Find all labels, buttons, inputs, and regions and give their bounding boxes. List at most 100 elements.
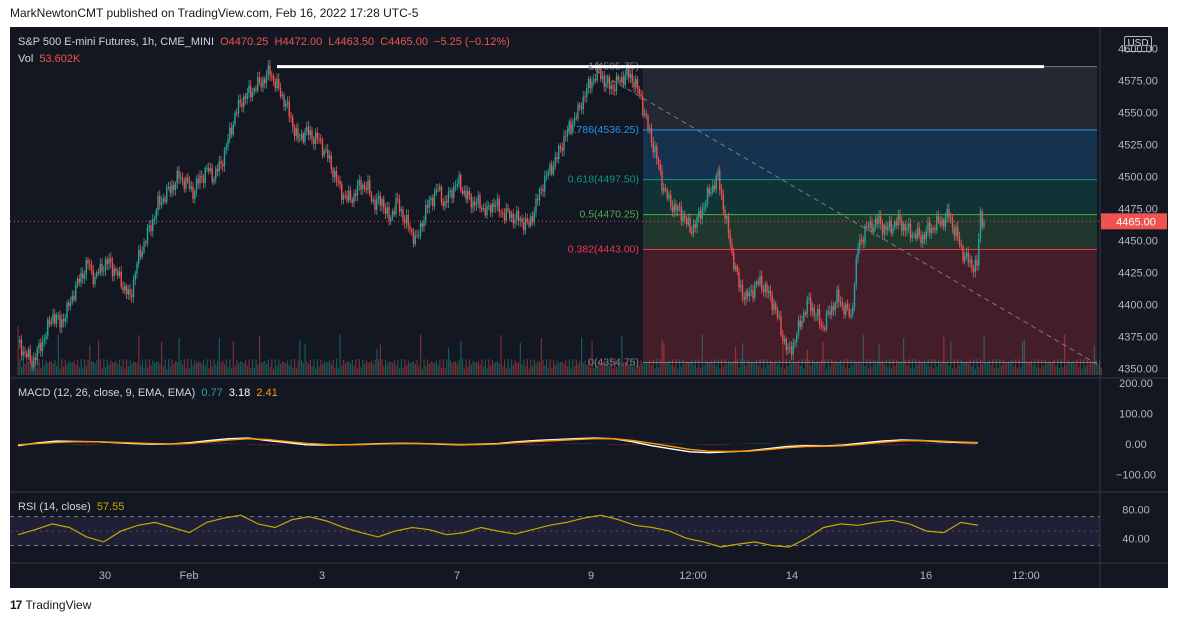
volume-bar [910, 368, 912, 375]
volume-bar [502, 365, 504, 375]
candle-body [426, 205, 429, 208]
volume-bar [624, 362, 626, 375]
rsi-label[interactable]: RSI (14, close) [18, 501, 91, 513]
candle-body [832, 305, 835, 311]
candle-body [90, 265, 93, 270]
candle-body [323, 150, 325, 156]
volume-bar [528, 368, 530, 375]
volume-bar [946, 360, 948, 375]
volume-bar [847, 359, 849, 375]
candle-body [850, 314, 852, 317]
volume-bar [581, 337, 583, 375]
volume-bar [652, 359, 654, 375]
rsi-y-tick-label: 80.00 [1122, 504, 1150, 516]
candle-body [951, 217, 954, 228]
volume-bar [1072, 360, 1074, 375]
candle-body [848, 308, 850, 317]
candle-body [220, 161, 222, 164]
volume-bar [301, 360, 303, 375]
tradingview-logo-icon[interactable]: 17 [10, 598, 22, 612]
candle-body [734, 266, 737, 270]
candle-body [587, 78, 590, 88]
candle-body [411, 229, 413, 232]
volume-bar [708, 361, 710, 375]
candle-body [741, 285, 744, 298]
candle-body [209, 168, 212, 172]
volume-bar [1083, 359, 1085, 375]
candle-body [297, 128, 299, 139]
volume-bar [925, 364, 927, 375]
volume-bar [491, 360, 493, 375]
volume-bar [549, 359, 551, 375]
candle-body [134, 273, 136, 281]
volume-bar [687, 361, 689, 375]
volume-bar [560, 361, 562, 375]
footer-brand[interactable]: TradingView [25, 598, 92, 612]
currency-badge[interactable]: USD [1124, 36, 1152, 52]
candle-body [377, 195, 380, 200]
volume-bar [246, 365, 248, 375]
candle-body [489, 205, 492, 213]
candle-body [125, 285, 128, 295]
volume-bar [644, 361, 646, 375]
volume-bar [260, 362, 262, 375]
candle-body [888, 221, 891, 228]
volume-bar [938, 359, 940, 375]
candle-body [726, 216, 728, 219]
fib-zone [643, 66, 1097, 131]
candle-body [677, 206, 679, 211]
volume-bar [787, 366, 789, 375]
candle-body [54, 314, 56, 324]
candle-body [943, 219, 945, 227]
candle-body [689, 217, 691, 232]
volume-bar [393, 360, 395, 375]
volume-bar [710, 361, 712, 375]
volume-bar [278, 359, 280, 375]
candle-body [97, 272, 100, 274]
volume-bar [1058, 368, 1060, 375]
volume-bar [131, 363, 133, 375]
volume-bar [584, 360, 586, 375]
volume-bar [743, 359, 745, 375]
volume-bar [379, 343, 381, 375]
candle-body [759, 276, 761, 285]
volume-bar [38, 359, 40, 375]
candle-body [715, 175, 717, 190]
candle-body [722, 194, 724, 210]
candle-body [386, 207, 388, 214]
volume-bar [481, 359, 483, 375]
volume-bar [344, 363, 346, 375]
candle-body [451, 190, 453, 198]
candle-body [103, 270, 105, 272]
candle-body [516, 210, 518, 220]
volume-bar [533, 359, 535, 375]
candle-body [911, 235, 913, 238]
volume-bar [110, 360, 112, 375]
volume-bar [766, 359, 768, 375]
volume-bar [950, 341, 952, 375]
candle-body [409, 226, 411, 230]
volume-bar [997, 368, 999, 375]
candle-body [414, 235, 416, 244]
volume-bar [248, 359, 250, 375]
volume-bar [663, 342, 665, 375]
volume-bar [521, 364, 523, 375]
fib-level-label: 0.618(4497.50) [568, 174, 639, 186]
volume-bar [341, 365, 343, 375]
candle-body [526, 218, 528, 222]
candle-body [468, 191, 471, 196]
symbol-label[interactable]: S&P 500 E-mini Futures, 1h, CME_MINI [18, 36, 215, 48]
volume-bar [383, 366, 385, 375]
x-tick-label: Feb [180, 570, 199, 582]
macd-label[interactable]: MACD (12, 26, close, 9, EMA, EMA) [18, 387, 196, 399]
volume-bar [841, 365, 843, 375]
macd-legend: MACD (12, 26, close, 9, EMA, EMA) 0.77 3… [18, 387, 281, 399]
volume-bar [427, 359, 429, 375]
volume-bar [469, 359, 471, 375]
volume-bar [784, 368, 786, 375]
candle-body [510, 213, 513, 219]
volume-bar [1050, 361, 1052, 375]
candle-body [838, 289, 840, 303]
volume-bar [1029, 362, 1031, 375]
candle-body [544, 176, 546, 192]
